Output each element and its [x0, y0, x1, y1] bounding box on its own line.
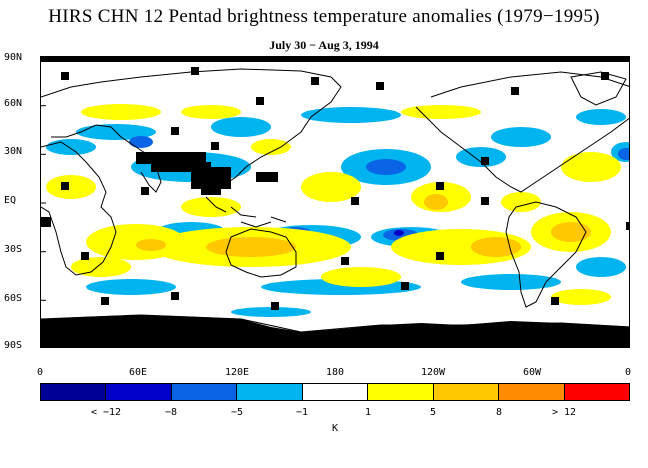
lat-label-eq: EQ: [4, 195, 17, 206]
legend-label-neg1: −1: [295, 407, 309, 418]
anomaly-map: [40, 56, 630, 348]
lon-label-60e: 60E: [128, 367, 148, 378]
map-subtitle: July 30 − Aug 3, 1994: [269, 38, 379, 52]
missing-data-blocks: [41, 67, 629, 310]
lon-label-60w: 60W: [522, 367, 542, 378]
legend-swatch-1: [106, 384, 172, 400]
legend-swatch-6: [433, 384, 500, 400]
map-grid-ticks: [41, 105, 46, 301]
legend-swatch-7: [499, 384, 565, 400]
legend-colorbar: [40, 383, 630, 401]
legend-label-1: 1: [364, 407, 372, 418]
legend-swatch-2: [171, 384, 238, 400]
legend-label-neg8: −8: [164, 407, 178, 418]
missing-data-north-strip: [41, 57, 629, 62]
lat-label-30s: 30S: [4, 244, 23, 255]
lat-label-30n: 30N: [4, 146, 23, 157]
legend-swatch-8: [564, 384, 629, 400]
legend-label-8: 8: [495, 407, 503, 418]
legend-label-lt-neg12: < −12: [90, 407, 122, 418]
lon-label-0-left: 0: [36, 367, 44, 378]
lon-label-0-right: 0: [624, 367, 632, 378]
legend-swatch-0: [41, 384, 107, 400]
map-title: HIRS CHN 12 Pentad brightness temperatur…: [48, 6, 600, 27]
lon-label-120e: 120E: [224, 367, 250, 378]
lat-label-90s: 90S: [4, 340, 23, 351]
lat-label-90n: 90N: [4, 52, 23, 63]
coastlines: [41, 68, 629, 333]
very-strong-cold-anomaly-patches: [394, 230, 404, 236]
legend-unit: K: [331, 423, 339, 434]
legend-label-neg5: −5: [230, 407, 244, 418]
legend-label-5: 5: [429, 407, 437, 418]
lon-label-120w: 120W: [420, 367, 446, 378]
lat-label-60n: 60N: [4, 98, 23, 109]
missing-data-antarctica: [41, 315, 629, 347]
legend-swatch-3: [237, 384, 303, 400]
anomaly-map-canvas: [41, 57, 629, 347]
lat-label-60s: 60S: [4, 293, 23, 304]
legend-swatch-4: [302, 384, 369, 400]
legend-swatch-5: [368, 384, 434, 400]
legend-label-gt-12: > 12: [551, 407, 577, 418]
lon-label-180: 180: [325, 367, 345, 378]
